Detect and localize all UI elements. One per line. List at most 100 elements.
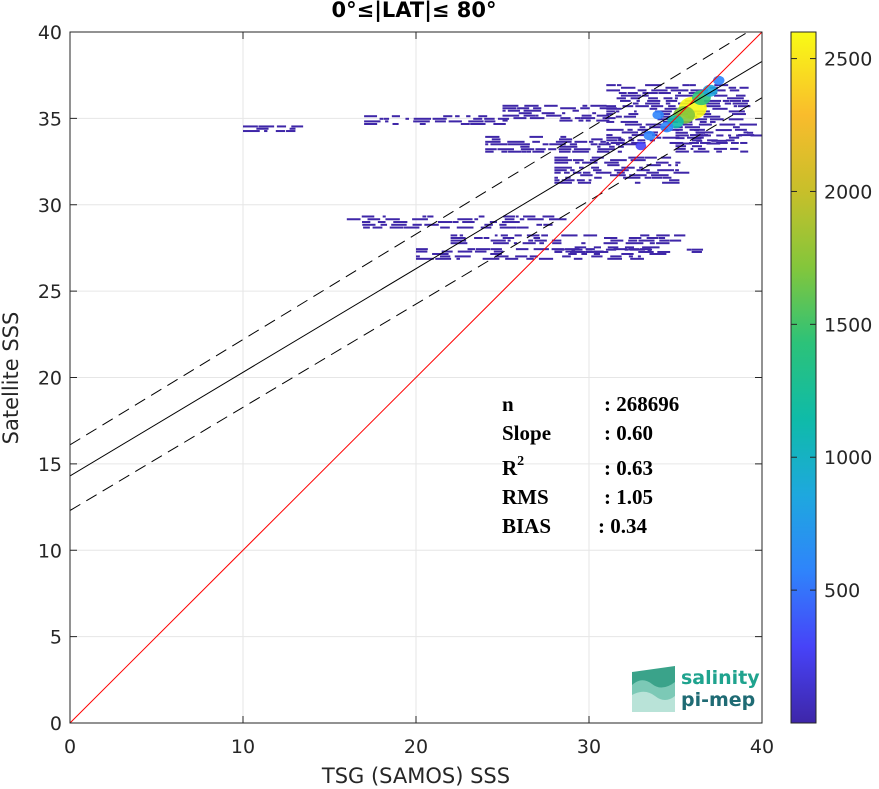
density-cell — [478, 115, 488, 118]
density-cell — [522, 242, 536, 245]
density-cell — [684, 126, 700, 129]
salinity-pi-mep-logo: salinity pi-mep — [632, 666, 760, 712]
density-cell — [581, 242, 586, 245]
density-cell — [549, 218, 567, 221]
density-cell — [570, 169, 575, 172]
density-cell — [590, 104, 607, 107]
density-cell — [443, 115, 453, 118]
density-cell — [482, 257, 500, 260]
stat-slope-value: : 0.60 — [604, 421, 653, 445]
density-cell — [460, 122, 470, 125]
y-tick-label: 40 — [38, 22, 62, 44]
density-cell — [422, 215, 427, 218]
density-cell — [485, 135, 500, 138]
density-cell — [582, 171, 591, 174]
density-cell — [568, 252, 577, 255]
y-axis-ticks: 0 5 10 15 20 25 30 35 40 — [38, 22, 762, 735]
stat-n-value: : 268696 — [604, 392, 679, 416]
density-cell — [580, 107, 590, 110]
density-cell — [286, 130, 296, 133]
density-cell — [645, 102, 660, 105]
stat-slope-label: Slope — [502, 421, 551, 445]
density-cell — [632, 102, 639, 105]
density-cell — [662, 181, 680, 184]
density-cell — [529, 117, 545, 120]
density-cell — [628, 136, 633, 139]
stat-rms-label: RMS — [502, 485, 549, 509]
density-cell — [276, 125, 287, 128]
y-tick-label: 20 — [38, 368, 62, 390]
density-cell — [746, 131, 754, 134]
density-cell — [372, 226, 383, 229]
density-cell — [457, 250, 473, 253]
density-cell — [450, 239, 467, 242]
density-cell — [393, 221, 408, 224]
density-cell — [541, 234, 548, 237]
density-cell — [528, 239, 534, 242]
density-cell — [361, 215, 375, 218]
density-cell — [645, 84, 662, 87]
density-cell — [698, 123, 712, 126]
density-cell — [716, 134, 724, 137]
density-cell — [502, 107, 517, 110]
density-cell — [538, 257, 554, 260]
density-cell — [649, 107, 658, 110]
density-cell — [383, 117, 390, 120]
density-cell — [669, 239, 682, 242]
density-cell — [637, 128, 649, 131]
density-cell — [432, 117, 447, 120]
density-cell — [455, 115, 460, 118]
density-cell — [515, 255, 528, 258]
stat-n-label: n — [502, 392, 514, 416]
density-cell — [554, 179, 560, 182]
density-cell — [495, 255, 509, 258]
y-tick-label: 0 — [50, 713, 62, 735]
density-cell — [562, 255, 571, 258]
fit-lines — [70, 32, 762, 723]
density-cell — [582, 104, 588, 107]
density-cell — [591, 166, 600, 169]
density-cell — [450, 234, 458, 237]
density-cell — [730, 147, 739, 150]
density-cell — [485, 150, 494, 153]
identity-line — [70, 32, 762, 723]
density-cell — [462, 221, 475, 224]
density-cell — [541, 112, 555, 115]
density-cell — [554, 171, 561, 174]
regression-fit-line — [70, 60, 762, 477]
density-cell — [546, 114, 562, 117]
density-cell — [507, 109, 520, 112]
density-cell — [603, 242, 618, 245]
density-cell — [364, 120, 381, 123]
density-cell — [346, 218, 361, 221]
density-cell — [576, 179, 585, 182]
stat-r2-exp: 2 — [517, 454, 524, 469]
density-cell — [484, 117, 495, 120]
density-cell — [642, 92, 658, 95]
density-cell — [593, 246, 601, 249]
density-cell — [615, 110, 620, 113]
density-cell — [439, 255, 451, 258]
density-cell — [662, 136, 680, 139]
density-cell — [675, 169, 679, 172]
density-cell — [559, 145, 578, 148]
density-cell — [659, 239, 670, 242]
density-cell — [474, 237, 483, 240]
density-cell — [734, 128, 747, 131]
density-cell — [519, 218, 525, 221]
density-cell — [657, 250, 671, 253]
density-cell — [572, 109, 579, 112]
density-cell — [559, 150, 571, 153]
colorbar-tick-label: 500 — [824, 580, 860, 602]
density-cell — [615, 143, 620, 146]
y-tick-label: 10 — [38, 540, 62, 562]
density-cell — [256, 127, 269, 130]
density-cell — [664, 107, 678, 110]
colorbar-tick-label: 1500 — [824, 314, 872, 336]
density-cell — [380, 223, 388, 226]
density-cell — [738, 134, 755, 137]
density-cell — [597, 145, 601, 148]
density-cell — [656, 234, 670, 237]
density-cell — [508, 150, 522, 153]
density-cell — [243, 125, 258, 128]
